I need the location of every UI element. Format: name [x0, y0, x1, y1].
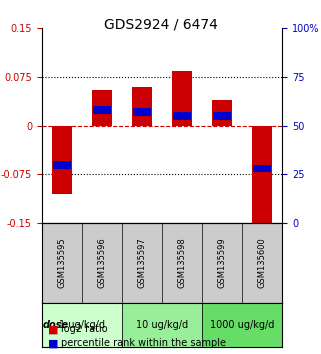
Text: 10 ug/kg/d: 10 ug/kg/d — [136, 320, 188, 330]
Text: dose: dose — [42, 320, 69, 330]
Text: percentile rank within the sample: percentile rank within the sample — [61, 338, 226, 348]
Bar — [92, 90, 112, 126]
Bar — [173, 112, 191, 120]
Bar — [133, 108, 151, 116]
Bar — [213, 112, 231, 120]
Text: GSM135595: GSM135595 — [57, 238, 66, 288]
Text: GDS2924 / 6474: GDS2924 / 6474 — [104, 18, 217, 32]
Text: GSM135596: GSM135596 — [97, 238, 107, 288]
Text: GSM135598: GSM135598 — [178, 238, 187, 288]
Bar — [172, 70, 192, 126]
Bar — [212, 100, 232, 126]
Text: 1 ug/kg/d: 1 ug/kg/d — [59, 320, 105, 330]
Bar — [253, 165, 272, 172]
Text: ■: ■ — [48, 324, 59, 334]
Text: 1000 ug/kg/d: 1000 ug/kg/d — [210, 320, 274, 330]
FancyBboxPatch shape — [202, 303, 282, 347]
Text: GSM135599: GSM135599 — [218, 238, 227, 288]
FancyBboxPatch shape — [42, 303, 122, 347]
Text: ■: ■ — [48, 338, 59, 348]
FancyBboxPatch shape — [122, 303, 202, 347]
Bar — [52, 126, 72, 194]
Bar — [132, 87, 152, 126]
Bar — [53, 161, 71, 169]
Text: GSM135600: GSM135600 — [258, 238, 267, 288]
Text: log2 ratio: log2 ratio — [61, 324, 108, 334]
Bar — [93, 106, 111, 114]
Text: GSM135597: GSM135597 — [137, 238, 147, 288]
Bar — [252, 126, 273, 226]
